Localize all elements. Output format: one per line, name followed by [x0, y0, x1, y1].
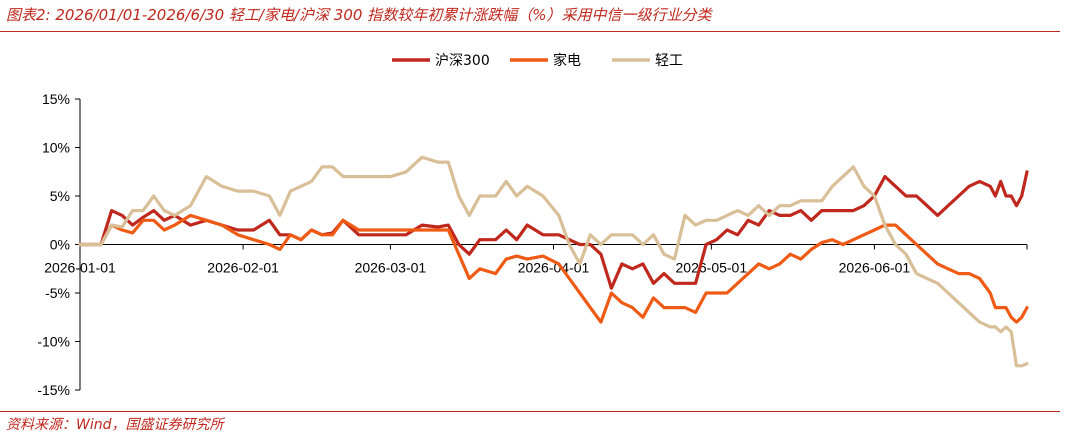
- y-tick-label: 10%: [42, 140, 70, 156]
- bottom-divider: [0, 411, 1060, 412]
- chart-title: 图表2: 2026/01/01-2026/6/30 轻工/家电/沪深 300 指…: [6, 6, 712, 24]
- x-tick-label: 2026-01-01: [44, 260, 116, 276]
- x-axis: 2026-01-01 2026-02-01 2026-03-01 2026-04-01…: [44, 244, 1028, 276]
- source-note: 资料来源：Wind，国盛证券研究所: [6, 417, 224, 433]
- legend-label: 家电: [553, 52, 581, 69]
- y-tick-label: 5%: [50, 188, 70, 204]
- series-line: [78, 170, 1029, 290]
- legend-label: 沪深300: [435, 53, 490, 69]
- series-line: [78, 213, 1029, 324]
- x-tick-label: 2026-06-01: [839, 260, 911, 276]
- chart-series: [78, 155, 1029, 368]
- y-axis: 15% 10% 5% 0% -5% -10% -15%: [37, 91, 81, 398]
- legend-label: 轻工: [655, 53, 683, 69]
- x-tick-label: 2026-02-01: [207, 260, 279, 276]
- y-tick-label: -10%: [37, 334, 70, 350]
- chart-legend: 沪深300 家电 轻工: [392, 52, 683, 69]
- x-tick-label: 2026-04-01: [518, 260, 590, 276]
- line-chart: 沪深300 家电 轻工 15% 10% 5% 0% -5% -10% -15% 2026-01-…: [37, 52, 1029, 398]
- y-tick-label: -5%: [45, 285, 70, 301]
- x-tick-label: 2026-03-01: [355, 260, 427, 276]
- x-tick-label: 2026-05-01: [676, 260, 748, 276]
- y-tick-label: -15%: [37, 382, 70, 398]
- top-divider: [0, 31, 1060, 32]
- y-tick-label: 0%: [50, 237, 70, 253]
- y-tick-label: 15%: [42, 91, 70, 107]
- series-line: [78, 155, 1029, 368]
